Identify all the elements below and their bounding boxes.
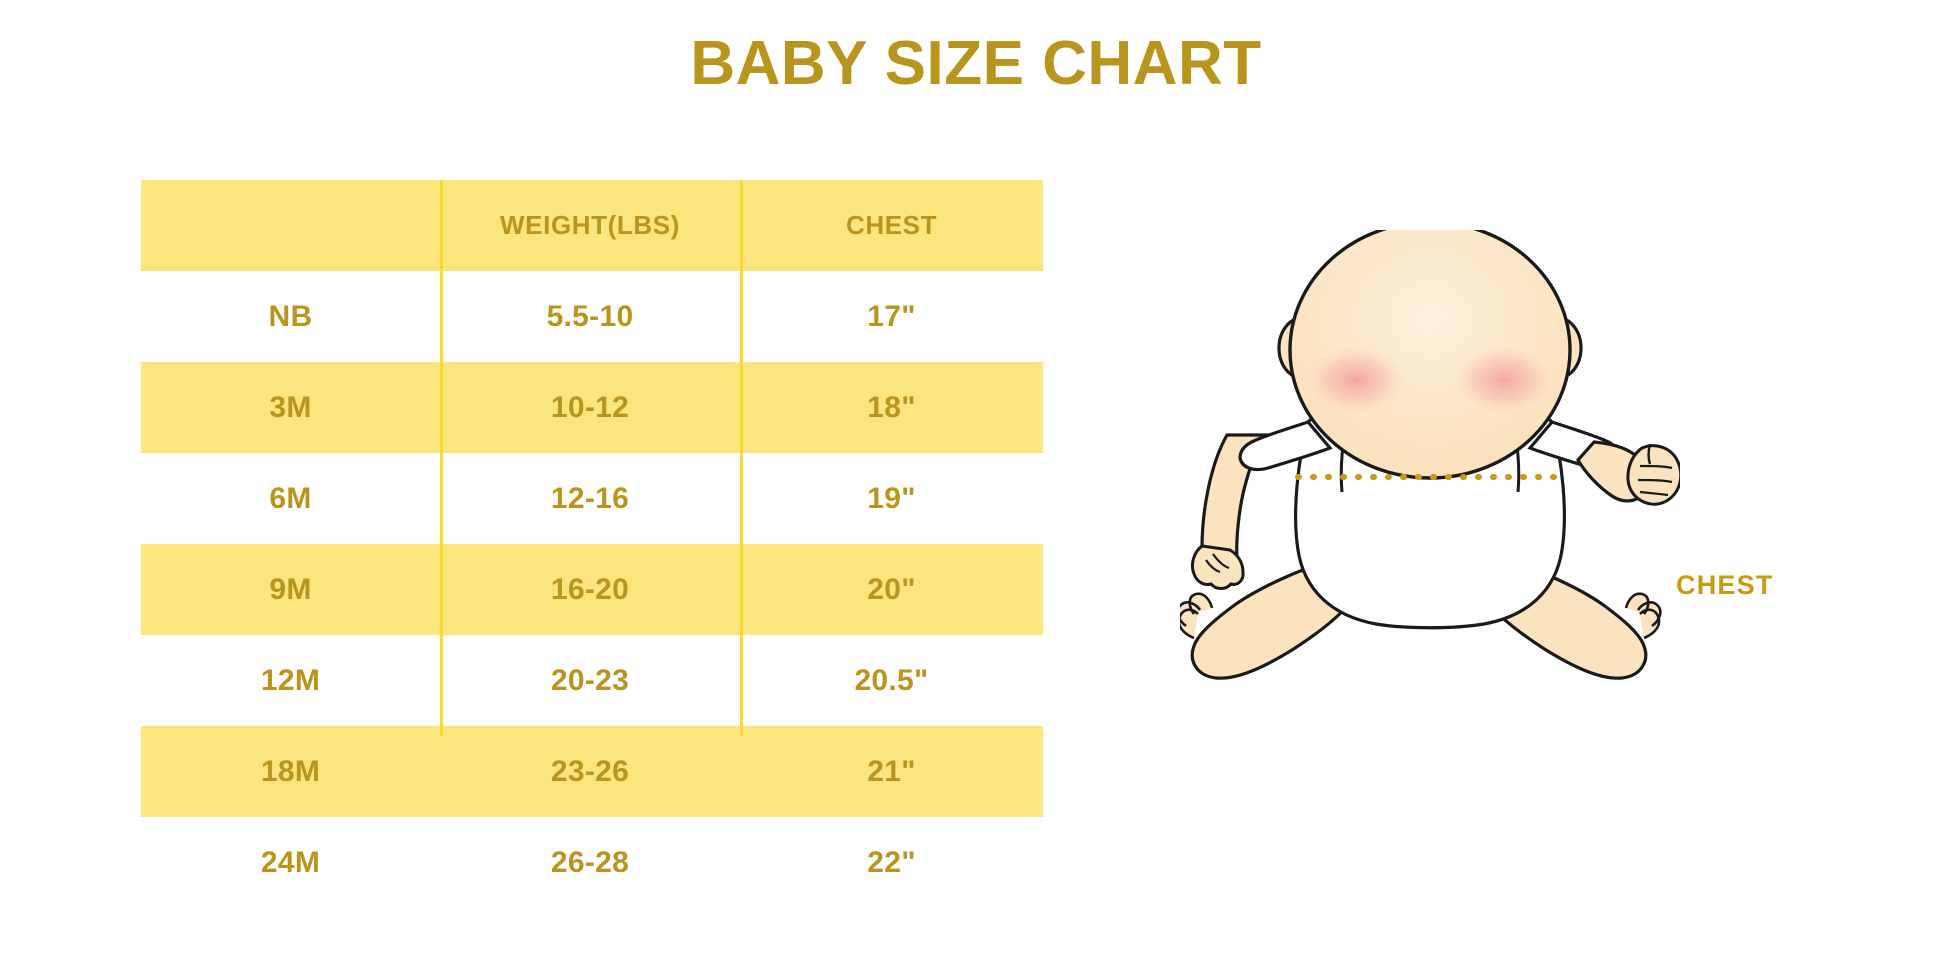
table-row: NB 5.5-10 17" [141,271,1043,362]
cell-chest: 19" [867,481,916,515]
baby-right-cheek [1452,344,1556,416]
baby-head [1288,230,1572,480]
cell-weight: 5.5-10 [546,299,634,333]
baby-left-cheek [1304,344,1408,416]
table-row: 3M 10-12 18" [141,362,1043,453]
cell-size: 9M [269,572,312,606]
cell-chest: 22" [867,845,916,879]
table-row: 24M 26-28 22" [141,817,1043,908]
chest-measurement-label: CHEST [1676,570,1774,600]
cell-chest: 17" [867,299,916,333]
cell-size: 3M [269,390,312,424]
size-chart-table: WEIGHT(LBS) CHEST NB 5.5-10 17" 3M 10-12… [141,180,1043,908]
table-row: 12M 20-23 20.5" [141,635,1043,726]
table-column-divider-2 [740,180,743,736]
cell-size: 6M [269,481,312,515]
table-row: 9M 16-20 20" [141,544,1043,635]
page-title-text: BABY SIZE CHART [690,29,1262,98]
cell-chest: 18" [867,390,916,424]
table-header-row: WEIGHT(LBS) CHEST [141,180,1043,271]
cell-weight: 20-23 [550,663,630,697]
column-header-weight: WEIGHT(LBS) [500,210,680,240]
cell-chest: 20" [867,572,916,606]
cell-weight: 16-20 [550,572,630,606]
cell-chest: 20.5" [854,663,929,697]
table-row: 6M 12-16 19" [141,453,1043,544]
cell-size: NB [268,299,313,333]
cell-size: 24M [260,845,321,879]
baby-left-arm [1190,433,1269,590]
cell-weight: 23-26 [550,754,630,788]
baby-left-leg [1180,558,1354,680]
cell-weight: 10-12 [550,390,630,424]
page-title: BABY SIZE CHART [141,28,1811,99]
cell-weight: 26-28 [550,845,630,879]
baby-right-arm [1576,440,1680,506]
cell-size: 18M [260,754,321,788]
cell-weight: 12-16 [550,481,630,515]
cell-chest: 21" [867,754,916,788]
column-header-chest: CHEST [845,210,938,240]
baby-figure-illustration [1180,230,1680,680]
table-column-divider-1 [440,180,443,736]
cell-size: 12M [260,663,321,697]
table-row: 18M 23-26 21" [141,726,1043,817]
